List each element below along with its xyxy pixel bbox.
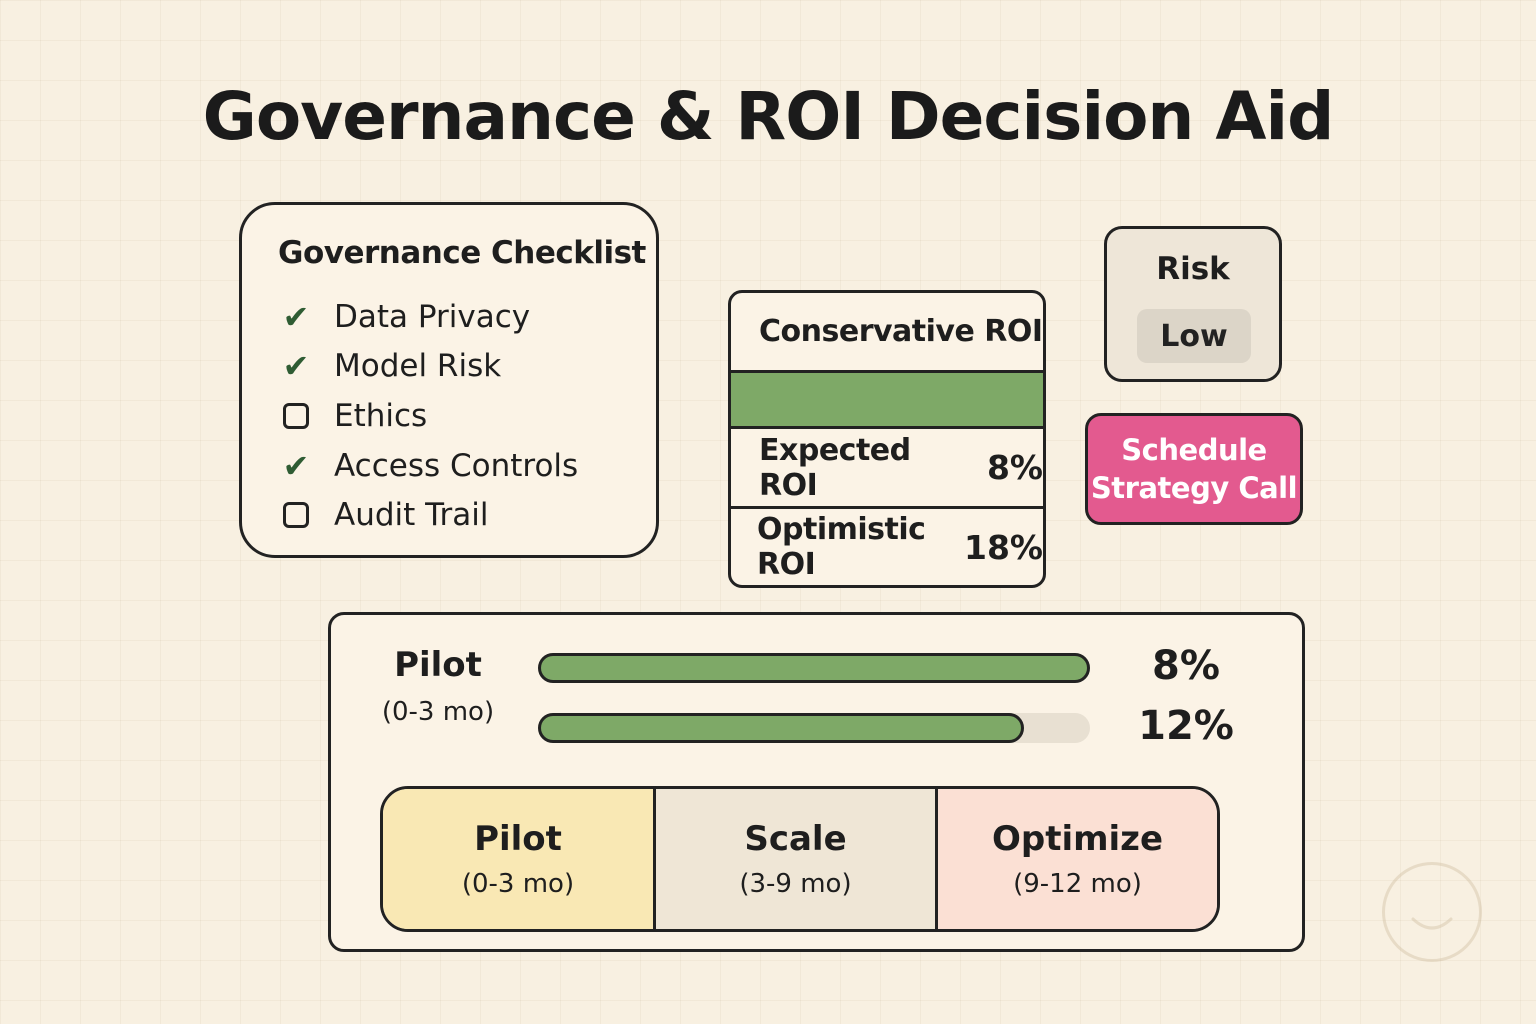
optimistic-roi-value: 18% [964,527,1043,567]
phase-duration: (9-12 mo) [1013,869,1142,899]
check-icon: ✔ [282,298,310,336]
check-icon: ✔ [282,347,310,385]
check-icon: ✔ [282,447,310,485]
roi-card: Conservative ROI Expected ROI 8% Optimis… [728,290,1046,588]
phase-pilot[interactable]: Pilot (0-3 mo) [383,789,653,929]
checklist-item-model-risk[interactable]: ✔ Model Risk [278,346,502,386]
phase-duration: (0-3 mo) [461,869,575,899]
phase-duration: (3-9 mo) [739,869,852,899]
progress-percent: 12% [1138,703,1234,749]
current-phase-duration: (0-3 mo) [381,697,495,727]
phase-name: Scale [744,819,847,859]
progress-percent: 8% [1152,643,1220,689]
conservative-roi-row: Conservative ROI [731,293,1043,373]
conservative-roi-label: Conservative ROI [759,314,1043,349]
empty-checkbox-icon [278,497,314,533]
progress-fill [538,653,1090,683]
risk-label: Risk [1156,251,1230,287]
phase-name: Pilot [474,819,562,859]
phase-name: Optimize [991,819,1164,859]
checklist-item-label: Data Privacy [334,299,531,335]
checklist-item-label: Model Risk [334,348,502,384]
checklist-item-ethics[interactable]: Ethics [278,396,427,436]
risk-level-badge: Low [1137,309,1251,363]
checklist-item-data-privacy[interactable]: ✔ Data Privacy [278,297,531,337]
expected-roi-row: Expected ROI 8% [731,429,1043,509]
conservative-roi-bar [731,373,1043,429]
empty-checkbox-icon [278,398,314,434]
phase-timeline: Pilot (0-3 mo) Scale (3-9 mo) Optimize (… [380,786,1220,932]
governance-checklist: Governance Checklist ✔ Data Privacy ✔ Mo… [239,202,659,558]
checklist-item-label: Access Controls [334,448,579,484]
risk-card: Risk Low [1104,226,1282,382]
expected-roi-value: 8% [986,448,1043,487]
timeline-panel: Pilot (0-3 mo) 8% 12% Pilot (0-3 mo) Sca… [328,612,1305,952]
checklist-item-access-controls[interactable]: ✔ Access Controls [278,446,579,486]
schedule-button-line1: Schedule [1121,433,1267,467]
page-title: Governance & ROI Decision Aid [202,78,1335,155]
schedule-strategy-call-button[interactable]: Schedule Strategy Call [1085,413,1303,525]
phase-optimize[interactable]: Optimize (9-12 mo) [935,789,1217,929]
optimistic-roi-label: Optimistic ROI [757,512,926,582]
expected-roi-label: Expected ROI [759,432,911,503]
checklist-item-label: Ethics [334,398,428,434]
smiley-icon [1382,862,1482,962]
current-phase-name: Pilot [394,645,482,685]
checklist-item-label: Audit Trail [334,497,489,533]
checklist-item-audit-trail[interactable]: Audit Trail [278,495,489,535]
phase-scale[interactable]: Scale (3-9 mo) [653,789,935,929]
progress-track [538,713,1090,743]
progress-track [538,653,1090,683]
progress-fill [538,713,1024,743]
optimistic-roi-row: Optimistic ROI 18% [731,509,1043,585]
checklist-title: Governance Checklist [278,235,646,271]
schedule-button-line2: Strategy Call [1090,471,1298,505]
